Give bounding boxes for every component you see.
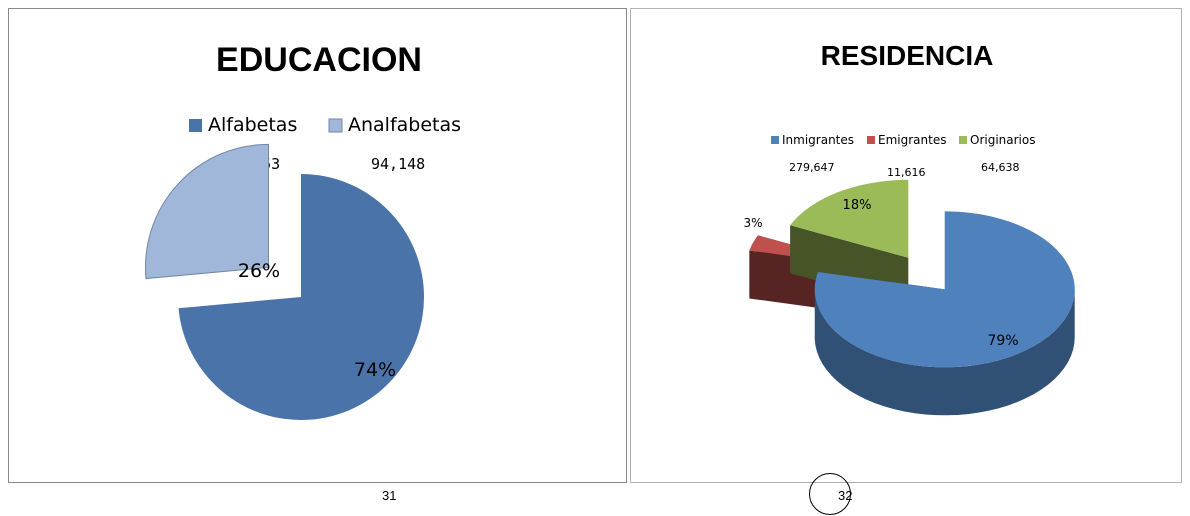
percent-label-analfabetas: 26%	[238, 260, 280, 282]
legend-swatch-emigrantes	[867, 136, 875, 144]
value-label-analfabetas: 94,148	[371, 155, 425, 173]
chart-title: RESIDENCIA	[821, 40, 994, 71]
chart-panel-residencia: RESIDENCIA Inmigrantes Emigrantes Origin…	[630, 8, 1182, 483]
value-label-emigrantes: 11,616	[887, 166, 926, 179]
legend-label-inmigrantes: Inmigrantes	[782, 133, 854, 147]
percent-label-alfabetas: 74%	[354, 359, 396, 381]
page-number-circle	[809, 473, 851, 515]
legend-label-originarios: Originarios	[970, 133, 1035, 147]
page-number: 32	[838, 488, 853, 503]
value-label-inmigrantes: 279,647	[789, 161, 835, 174]
legend-swatch-originarios	[959, 136, 967, 144]
pie-slice-inmigrantes	[814, 211, 1075, 416]
chart-panel-educacion: EDUCACION Alfabetas Analfabetas 261,753 …	[8, 8, 627, 483]
pie-residencia-3d	[749, 179, 1075, 416]
legend-label-analfabetas: Analfabetas	[348, 114, 461, 136]
residencia-chart: RESIDENCIA Inmigrantes Emigrantes Origin…	[743, 40, 1075, 416]
legend-label-emigrantes: Emigrantes	[878, 133, 946, 147]
pie-slice-alfabetas	[178, 174, 424, 420]
percent-label-originarios: 18%	[843, 198, 872, 213]
legend-swatch-inmigrantes	[771, 136, 779, 144]
legend-label-alfabetas: Alfabetas	[208, 114, 297, 136]
legend-swatch-alfabetas	[189, 119, 202, 132]
percent-label-inmigrantes: 79%	[987, 333, 1018, 349]
legend-swatch-analfabetas	[328, 118, 343, 133]
educacion-chart: EDUCACION Alfabetas Analfabetas 261,753 …	[145, 41, 461, 420]
value-label-originarios: 64,638	[981, 161, 1020, 174]
pie-educacion	[145, 143, 424, 420]
page-number: 31	[382, 488, 397, 503]
percent-label-emigrantes: 3%	[743, 216, 762, 230]
pie-slice-analfabetas	[145, 143, 269, 280]
chart-title: EDUCACION	[216, 41, 422, 79]
